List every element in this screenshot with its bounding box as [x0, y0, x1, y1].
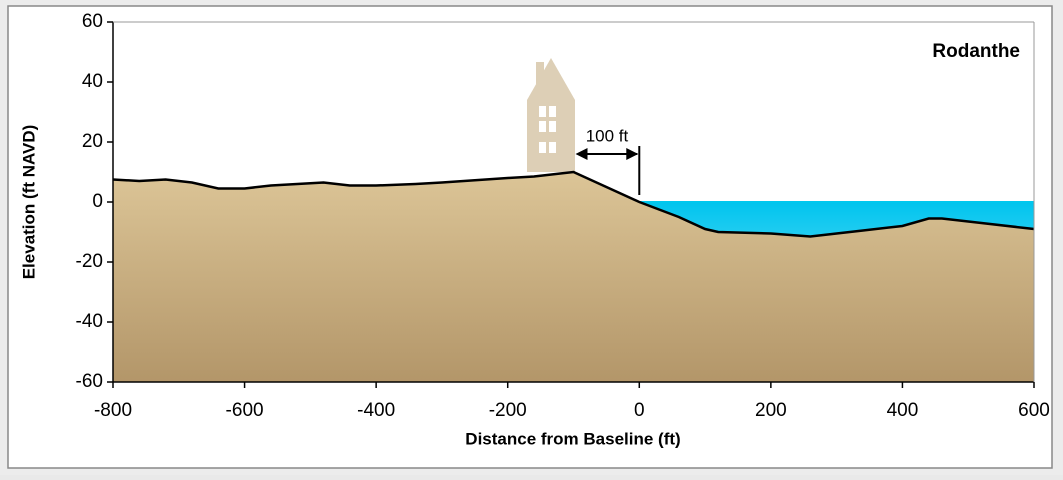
x-axis-label: Distance from Baseline (ft): [465, 429, 680, 448]
y-tick-label: 20: [82, 131, 103, 152]
x-tick-label: 0: [634, 400, 645, 421]
x-tick-label: 400: [887, 400, 919, 421]
y-tick-label: 40: [82, 71, 103, 92]
y-tick-label: -20: [76, 251, 103, 272]
y-tick-label: 60: [82, 11, 103, 32]
place-label: Rodanthe: [932, 41, 1020, 62]
y-tick-label: 0: [92, 191, 103, 212]
x-tick-label: 600: [1018, 400, 1050, 421]
x-tick-label: -600: [226, 400, 264, 421]
x-tick-label: 200: [755, 400, 787, 421]
setback-label: 100 ft: [586, 126, 629, 145]
x-tick-label: -200: [489, 400, 527, 421]
chart: Rodanthe 100 ft Distance from Baseline (…: [0, 0, 1063, 475]
y-axis-label: Elevation (ft NAVD): [19, 125, 38, 280]
x-tick-label: -800: [94, 400, 132, 421]
y-tick-label: -60: [76, 371, 103, 392]
x-tick-label: -400: [357, 400, 395, 421]
y-tick-label: -40: [76, 311, 103, 332]
